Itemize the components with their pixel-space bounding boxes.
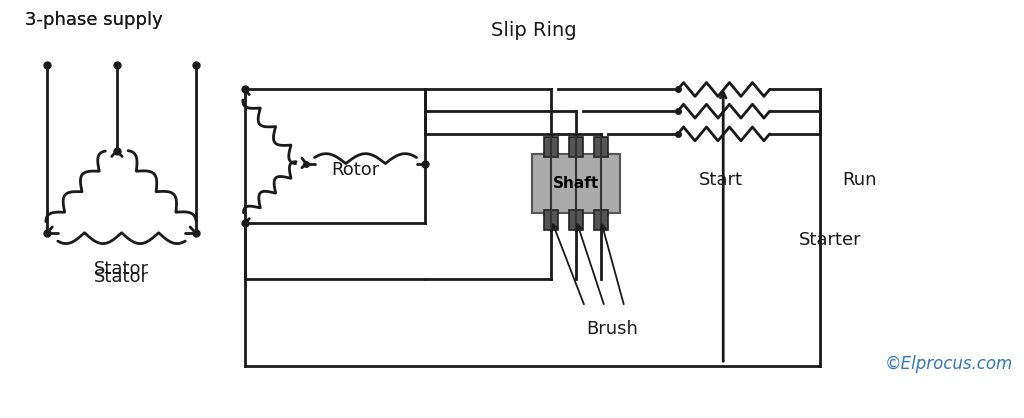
FancyBboxPatch shape	[531, 154, 621, 213]
Text: Stator: Stator	[94, 268, 150, 286]
Text: Run: Run	[843, 171, 877, 189]
Text: Starter: Starter	[799, 231, 861, 249]
Text: Slip Ring: Slip Ring	[490, 20, 577, 40]
FancyBboxPatch shape	[545, 210, 558, 230]
Text: Start: Start	[699, 171, 743, 189]
Text: Rotor: Rotor	[332, 161, 380, 179]
Text: Shaft: Shaft	[553, 176, 599, 191]
FancyBboxPatch shape	[569, 210, 583, 230]
Text: 3-phase supply: 3-phase supply	[25, 11, 163, 29]
FancyBboxPatch shape	[594, 210, 607, 230]
FancyBboxPatch shape	[545, 137, 558, 157]
Text: ©Elprocus.com: ©Elprocus.com	[885, 355, 1013, 373]
Text: Stator: Stator	[94, 260, 150, 278]
FancyBboxPatch shape	[569, 137, 583, 157]
FancyBboxPatch shape	[594, 137, 607, 157]
Text: 3-phase supply: 3-phase supply	[25, 11, 163, 29]
Text: Brush: Brush	[587, 319, 639, 338]
